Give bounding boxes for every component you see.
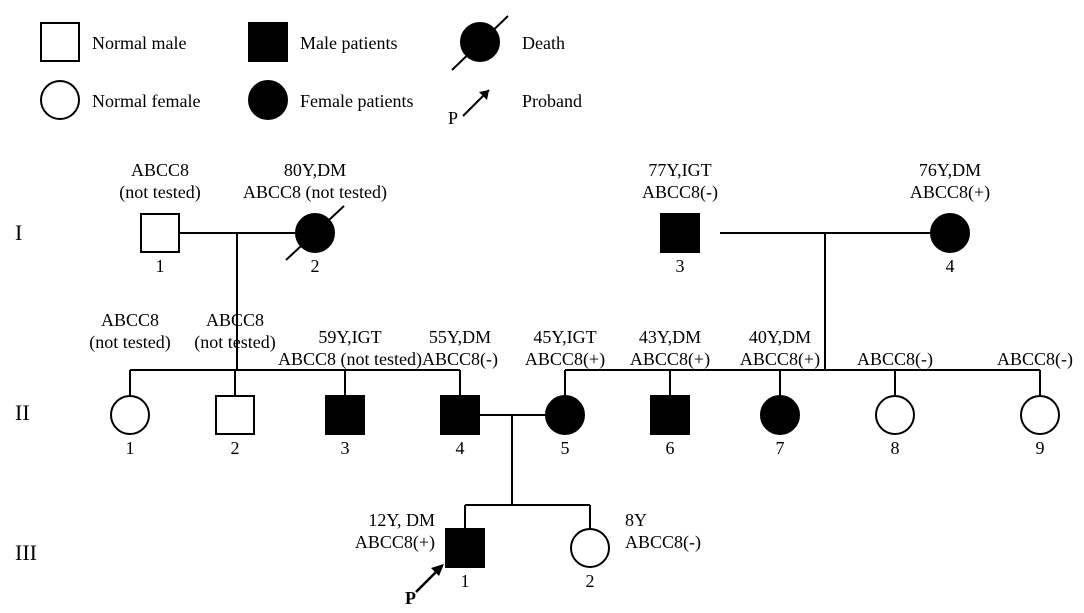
legend-male-patient-label: Male patients (300, 33, 397, 55)
person-I4 (930, 213, 970, 253)
label-I1-top: ABCC8 (not tested) (100, 160, 220, 203)
label-I2-bottom: 2 (295, 256, 335, 278)
label-II6-top: 43Y,DM ABCC8(+) (625, 327, 715, 370)
label-I4-bottom: 4 (930, 256, 970, 278)
legend-normal-male-label: Normal male (92, 33, 186, 55)
label-II8-bottom: 8 (875, 438, 915, 460)
person-II4 (440, 395, 480, 435)
person-II1 (110, 395, 150, 435)
person-I1 (140, 213, 180, 253)
person-II3 (325, 395, 365, 435)
person-II6 (650, 395, 690, 435)
person-III2 (570, 528, 610, 568)
label-III2-top: 8Y ABCC8(-) (625, 510, 725, 553)
person-II8 (875, 395, 915, 435)
legend-normal-female-label: Normal female (92, 91, 200, 113)
label-II5-bottom: 5 (545, 438, 585, 460)
label-II8-top: ABCC8(-) (850, 327, 940, 370)
person-II7 (760, 395, 800, 435)
label-II4-bottom: 4 (440, 438, 480, 460)
label-II9-top: ABCC8(-) (990, 327, 1080, 370)
label-II7-top: 40Y,DM ABCC8(+) (735, 327, 825, 370)
label-I3-bottom: 3 (660, 256, 700, 278)
person-II2 (215, 395, 255, 435)
generation-III-label: III (15, 540, 37, 566)
generation-I-label: I (15, 220, 22, 246)
label-II9-bottom: 9 (1020, 438, 1060, 460)
legend-normal-male-icon (40, 22, 80, 62)
legend-female-patient-icon (248, 80, 288, 120)
person-I3 (660, 213, 700, 253)
label-II1-bottom: 1 (110, 438, 150, 460)
label-III1-top: 12Y, DM ABCC8(+) (335, 510, 435, 553)
label-II4-top: 55Y,DM ABCC8(-) (415, 327, 505, 370)
label-I1-bottom: 1 (140, 256, 180, 278)
legend-proband-p: P (448, 108, 458, 130)
label-I3-top: 77Y,IGT ABCC8(-) (630, 160, 730, 203)
label-III2-bottom: 2 (570, 571, 610, 593)
legend-female-patient-label: Female patients (300, 91, 413, 113)
label-II5-top: 45Y,IGT ABCC8(+) (520, 327, 610, 370)
label-II3-bottom: 3 (325, 438, 365, 460)
legend-male-patient-icon (248, 22, 288, 62)
label-II7-bottom: 7 (760, 438, 800, 460)
legend-death-label: Death (522, 33, 565, 55)
label-II3-top: 59Y,IGT ABCC8 (not tested) (260, 327, 440, 370)
label-I2-top: 80Y,DM ABCC8 (not tested) (235, 160, 395, 203)
legend-proband-label: Proband (522, 91, 582, 113)
legend-death-slash-icon (446, 10, 516, 76)
legend-normal-female-icon (40, 80, 80, 120)
label-II2-bottom: 2 (215, 438, 255, 460)
generation-II-label: II (15, 400, 30, 426)
person-II9 (1020, 395, 1060, 435)
label-II6-bottom: 6 (650, 438, 690, 460)
legend-proband-arrow-icon (455, 78, 501, 124)
person-II5 (545, 395, 585, 435)
pedigree-diagram: Normal male Normal female Male patients … (0, 0, 1084, 613)
label-I4-top: 76Y,DM ABCC8(+) (900, 160, 1000, 203)
proband-letter: P (405, 588, 416, 610)
